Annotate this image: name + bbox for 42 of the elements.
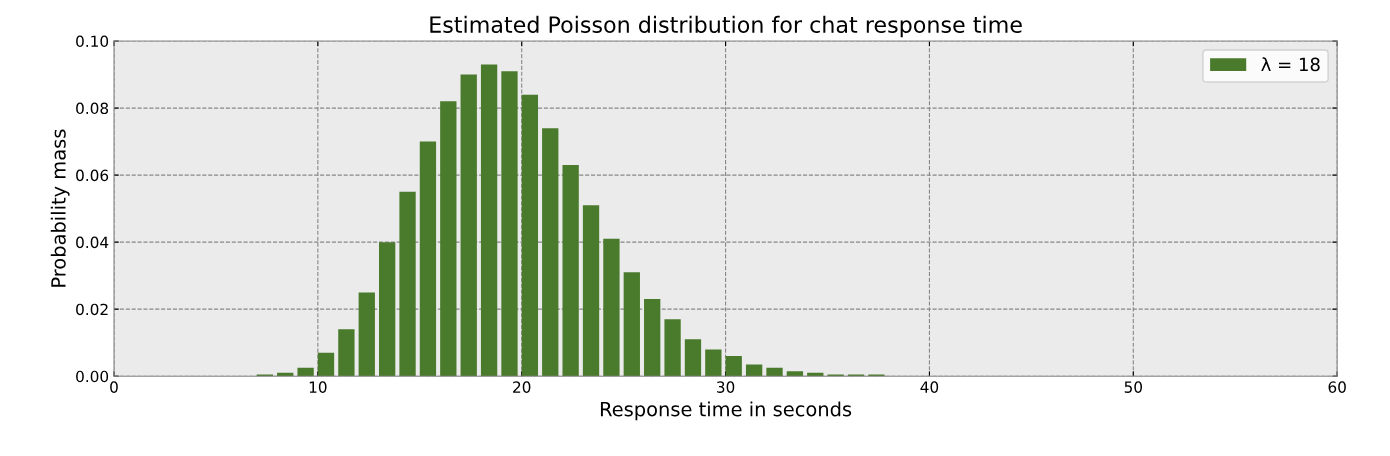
x-tick-label: 10	[309, 381, 327, 393]
bar	[379, 242, 396, 377]
bar	[745, 364, 763, 377]
bar	[501, 71, 518, 377]
x-tick-label: 60	[1328, 381, 1346, 393]
bar	[542, 128, 559, 377]
y-tick-label: 0.08	[76, 102, 109, 115]
bar	[725, 356, 742, 377]
bar	[399, 191, 416, 377]
bar	[562, 165, 579, 377]
bar	[644, 299, 661, 377]
y-axis-title: Probability mass	[50, 129, 70, 287]
bar	[419, 141, 437, 377]
bar	[766, 367, 783, 377]
bar	[338, 329, 355, 377]
bar	[623, 272, 640, 377]
bar	[460, 74, 477, 377]
y-tick-label: 0.10	[76, 35, 109, 48]
x-axis-title: Response time in seconds	[600, 401, 852, 421]
x-tick-label: 40	[920, 381, 939, 393]
bar	[786, 371, 804, 377]
bar	[480, 64, 498, 377]
y-tick-label: 0.04	[76, 236, 109, 249]
bar	[582, 205, 600, 377]
legend-label: λ = 18	[1261, 57, 1320, 72]
y-tick-label: 0.02	[76, 303, 108, 316]
x-tick-label: 20	[513, 381, 531, 393]
bar	[603, 238, 620, 377]
bar	[317, 352, 335, 377]
bar	[684, 339, 702, 377]
bar	[705, 349, 722, 377]
bar	[664, 319, 681, 377]
chart-title: Estimated Poisson distribution for chat response time	[430, 15, 1022, 38]
x-tick-label: 30	[717, 381, 735, 393]
bar	[297, 367, 314, 377]
y-tick-label: 0.00	[76, 370, 109, 383]
bar	[358, 292, 375, 377]
bar	[440, 101, 457, 377]
x-tick-label: 0	[110, 381, 118, 393]
x-tick-label: 50	[1124, 381, 1143, 393]
bar	[521, 94, 539, 377]
y-tick-label: 0.06	[76, 169, 109, 182]
